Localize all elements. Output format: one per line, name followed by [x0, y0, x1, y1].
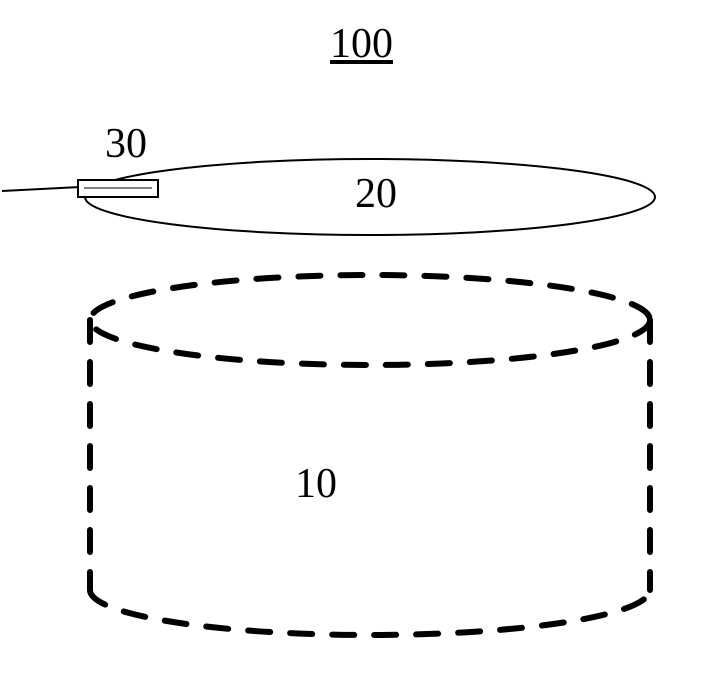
label-100-title: 100	[330, 20, 393, 68]
diagram-svg	[0, 0, 722, 690]
label-20-disk: 20	[355, 170, 397, 218]
label-10-cylinder: 10	[295, 460, 337, 508]
figure-stage: 100 30 20 10	[0, 0, 722, 690]
label-30-coil: 30	[105, 120, 147, 168]
